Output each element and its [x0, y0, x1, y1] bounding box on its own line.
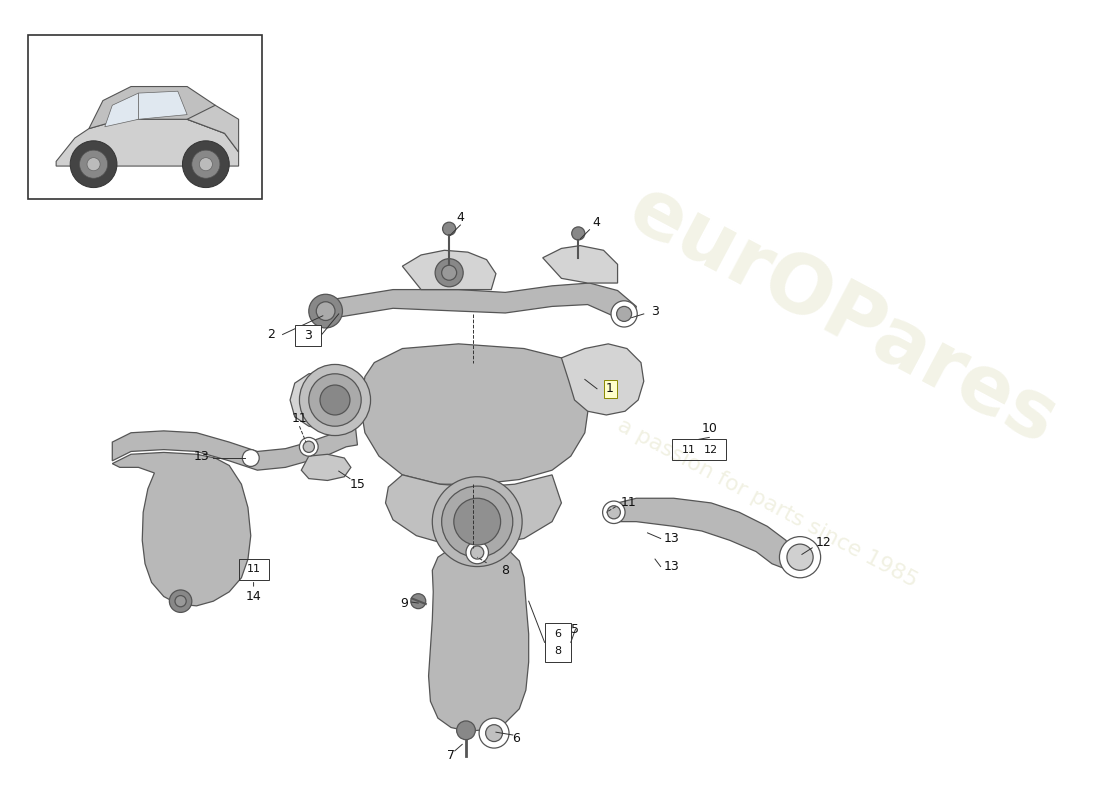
Text: 7: 7 — [447, 749, 455, 762]
Bar — [672, 439, 726, 460]
Circle shape — [572, 227, 585, 240]
Text: 12: 12 — [704, 445, 718, 454]
Polygon shape — [112, 428, 358, 470]
Text: 4: 4 — [456, 211, 464, 224]
Bar — [239, 559, 268, 580]
Circle shape — [436, 258, 463, 286]
Circle shape — [183, 141, 229, 187]
Circle shape — [299, 365, 371, 435]
Polygon shape — [617, 498, 791, 569]
Circle shape — [199, 158, 212, 170]
Polygon shape — [561, 344, 644, 415]
Text: 8: 8 — [554, 646, 561, 656]
Circle shape — [485, 725, 503, 742]
Circle shape — [442, 486, 513, 558]
Text: 14: 14 — [245, 590, 262, 603]
Polygon shape — [56, 119, 239, 166]
Bar — [29, 35, 262, 199]
Circle shape — [169, 590, 191, 613]
Polygon shape — [318, 283, 636, 323]
Circle shape — [617, 306, 631, 322]
Text: 11: 11 — [292, 412, 307, 426]
Circle shape — [87, 158, 100, 170]
Text: a passion for parts since 1985: a passion for parts since 1985 — [614, 415, 921, 591]
Circle shape — [471, 546, 484, 559]
Circle shape — [317, 302, 336, 321]
Text: 11: 11 — [682, 445, 695, 454]
Circle shape — [175, 595, 186, 606]
Circle shape — [442, 266, 456, 280]
Polygon shape — [385, 475, 561, 545]
Polygon shape — [89, 86, 224, 134]
Circle shape — [442, 222, 455, 235]
Text: 8: 8 — [502, 564, 509, 577]
Text: 3: 3 — [651, 305, 659, 318]
Text: 4: 4 — [592, 216, 600, 229]
Circle shape — [304, 441, 315, 453]
Text: 15: 15 — [350, 478, 365, 490]
Circle shape — [456, 721, 475, 740]
Text: 13: 13 — [664, 532, 680, 545]
Circle shape — [432, 477, 522, 566]
Text: 11: 11 — [620, 497, 637, 510]
Text: 12: 12 — [815, 536, 832, 549]
Circle shape — [466, 542, 488, 564]
Text: 13: 13 — [664, 560, 680, 573]
Polygon shape — [542, 246, 617, 283]
Circle shape — [309, 294, 342, 328]
Polygon shape — [104, 93, 139, 126]
Circle shape — [299, 438, 318, 456]
Polygon shape — [403, 250, 496, 290]
Circle shape — [70, 141, 117, 187]
Circle shape — [79, 150, 108, 178]
Bar — [295, 325, 321, 346]
Polygon shape — [187, 106, 239, 152]
Text: 10: 10 — [702, 422, 717, 434]
Circle shape — [480, 718, 509, 748]
Text: eurOPares: eurOPares — [615, 170, 1069, 462]
Circle shape — [309, 374, 361, 426]
Polygon shape — [301, 454, 351, 481]
Text: 6: 6 — [554, 629, 561, 639]
Text: 2: 2 — [267, 328, 275, 341]
Circle shape — [410, 594, 426, 609]
Polygon shape — [139, 91, 187, 119]
Text: 1: 1 — [606, 382, 614, 395]
Text: 1: 1 — [606, 382, 614, 395]
Polygon shape — [112, 453, 251, 606]
Polygon shape — [361, 344, 590, 484]
Text: 3: 3 — [304, 329, 311, 342]
Circle shape — [603, 501, 625, 523]
Text: 11: 11 — [246, 564, 261, 574]
Circle shape — [786, 544, 813, 570]
Circle shape — [610, 301, 637, 327]
Bar — [544, 622, 571, 662]
Text: 9: 9 — [400, 598, 408, 610]
Polygon shape — [429, 548, 529, 731]
Text: 13: 13 — [194, 450, 209, 462]
Polygon shape — [290, 372, 365, 430]
Circle shape — [320, 385, 350, 415]
Text: 6: 6 — [513, 732, 520, 746]
Circle shape — [242, 450, 260, 466]
Circle shape — [454, 498, 500, 545]
Text: 5: 5 — [572, 622, 580, 636]
Circle shape — [780, 537, 821, 578]
Circle shape — [191, 150, 220, 178]
Circle shape — [607, 506, 620, 519]
